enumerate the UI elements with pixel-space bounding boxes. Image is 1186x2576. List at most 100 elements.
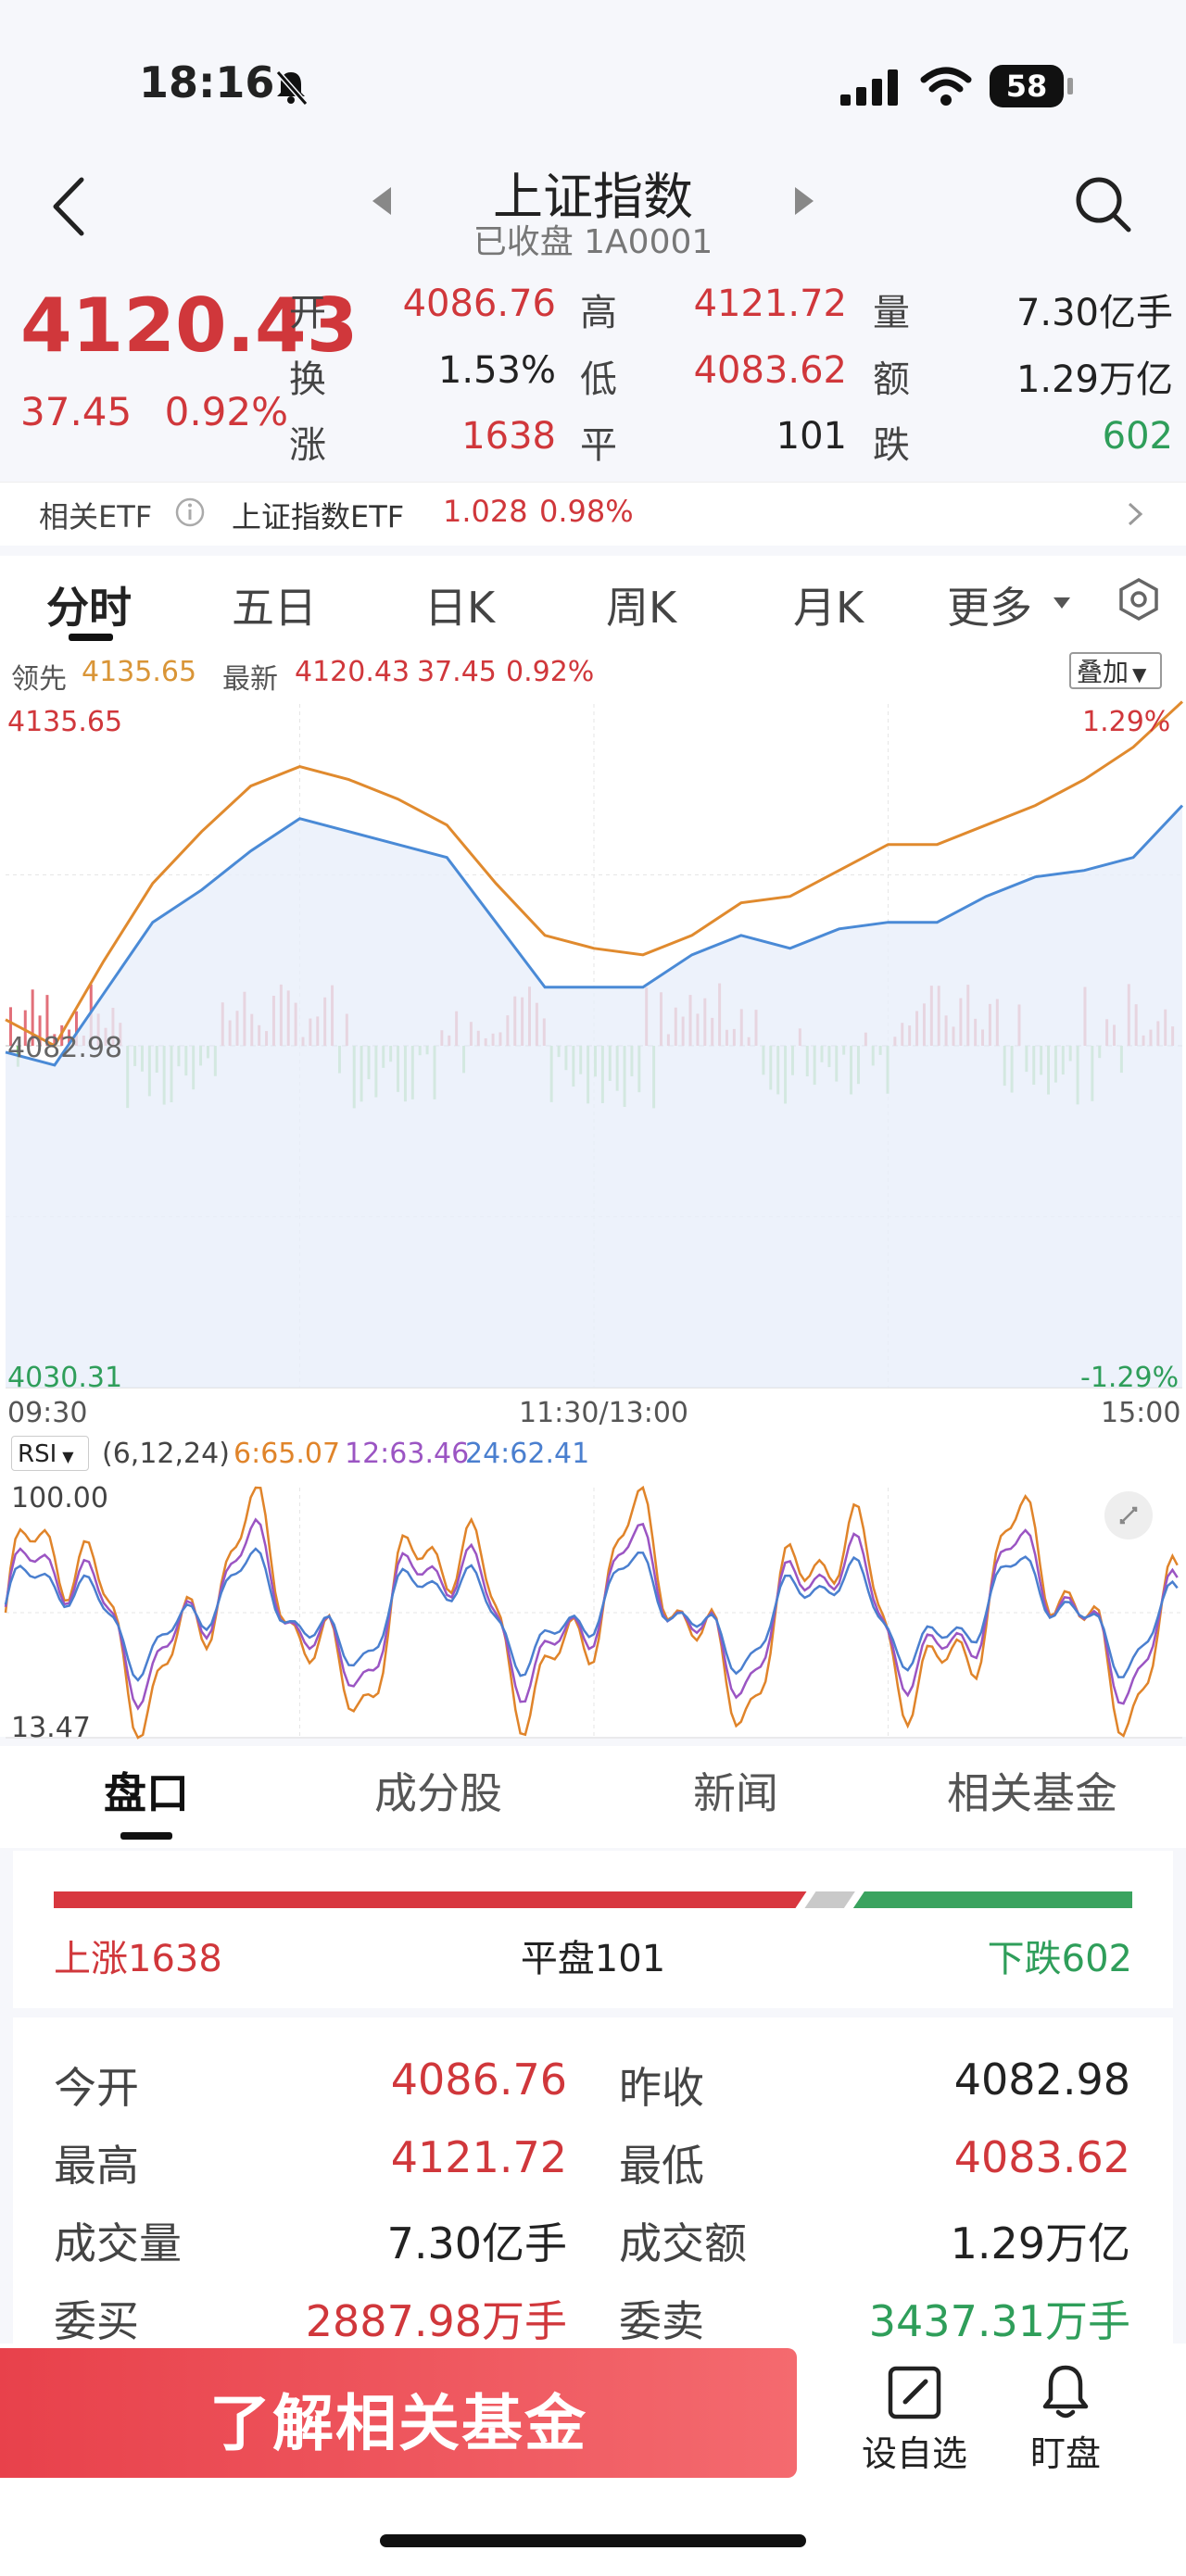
tab-order-book[interactable]: 盘口 [104,1768,189,1818]
quote-value: 7.30亿手 [1016,292,1173,334]
quote-label: 涨 [289,424,326,467]
prev-index-icon[interactable] [371,185,393,217]
legend-latest-label: 最新 [222,663,278,696]
volume-bar-up [38,1015,42,1046]
settings-icon[interactable] [1116,576,1162,622]
change-value: 37.45 [20,389,132,434]
legend-lead-label: 领先 [11,663,67,696]
stat-value: 4121.72 [390,2132,567,2182]
bell-icon[interactable] [1040,2362,1091,2423]
quote-value: 4121.72 [693,283,847,325]
stat-label: 成交额 [619,2218,747,2268]
price-line [5,804,1184,1067]
tab-intraday[interactable]: 分时 [46,583,132,633]
stat-label: 委买 [54,2296,139,2346]
etf-pct: 0.98% [539,494,634,529]
overlay-button[interactable]: 叠加 ▼ [1069,652,1162,689]
chart-tabs [0,556,1186,644]
stat-label: 成交量 [54,2218,182,2268]
stat-value: 3437.31万手 [868,2296,1130,2346]
rsi-6-line [4,1485,1179,1740]
etf-price: 1.028 [443,494,528,529]
learn-funds-button[interactable] [0,2348,797,2478]
change-pct: 0.92% [164,389,289,434]
edit-watchlist-icon[interactable] [887,2365,942,2420]
volume-bar-up [53,1034,57,1046]
expand-icon [1119,1506,1138,1525]
tab-five-day[interactable]: 五日 [232,583,317,633]
lead-index-line [5,700,1184,1048]
back-icon[interactable] [48,176,89,237]
tab-more[interactable]: 更多 [947,583,1032,633]
quote-value: 4086.76 [402,283,556,325]
page-subtitle: 已收盘 1A0001 [473,223,713,261]
legend-latest-pct: 0.92% [506,656,595,688]
stat-label: 最低 [619,2141,704,2191]
breadth-up: 上涨1638 [54,1938,222,1980]
index-change: 37.45 0.92% [20,389,288,434]
rsi-selector[interactable]: RSI ▼ [11,1436,89,1471]
stat-value: 7.30亿手 [386,2218,567,2268]
y-mid-label: 4082.98 [7,1032,123,1064]
rsi-12: 12:63.46 [345,1438,470,1470]
quote-value: 4083.62 [693,349,847,392]
next-index-icon[interactable] [793,185,815,217]
quote-label: 平 [580,424,617,467]
search-icon[interactable] [1073,174,1134,235]
battery-level: 58 [1005,69,1048,104]
rsi-24-line [4,1547,1179,1682]
tab-daily-k[interactable]: 日K [424,583,496,633]
mute-bell-icon [275,70,309,106]
stat-label: 最高 [54,2141,139,2191]
volume-bar-up [31,989,34,1046]
monitor-label[interactable]: 盯盘 [1030,2433,1102,2474]
rsi-params: (6,12,24) [102,1438,230,1470]
stat-label: 今开 [54,2063,139,2113]
tab-related-funds[interactable]: 相关基金 [947,1768,1117,1818]
legend-latest-change: 37.45 [417,656,497,688]
rsi-6: 6:65.07 [233,1438,341,1470]
battery-tip [1067,78,1073,94]
volume-bar-up [9,1007,12,1046]
breadth-down: 下跌602 [987,1938,1132,1980]
quote-label: 跌 [873,424,910,467]
intraday-chart[interactable] [0,695,1186,1417]
stat-value: 4086.76 [390,2055,567,2105]
breadth-card [13,1851,1173,2008]
tab-monthly-k[interactable]: 月K [793,583,864,633]
caret-down-icon [1054,597,1070,609]
quote-value: 1.53% [437,349,556,392]
stats-card [13,2017,1173,2351]
breadth-bar [54,1891,1132,1908]
quote-label: 高 [580,292,617,334]
stat-value: 1.29万亿 [950,2218,1130,2268]
battery-icon: 58 [990,65,1064,107]
quote-label: 量 [873,292,910,334]
add-watchlist-label[interactable]: 设自选 [862,2433,968,2474]
volume-bar-up [68,1029,71,1046]
info-icon[interactable] [174,496,206,528]
breadth-down-segment [852,1891,1132,1908]
related-etf-strip[interactable] [0,482,1186,546]
volume-bar-up [23,1010,27,1046]
volume-bar-up [45,995,49,1046]
lower-tab-indicator [120,1832,172,1840]
quote-label: 开 [289,292,326,334]
quote-value: 602 [1102,415,1173,458]
learn-funds-label: 了解相关基金 [209,2388,587,2459]
breadth-up-segment [54,1891,807,1908]
stat-value: 2887.98万手 [305,2296,567,2346]
chevron-right-icon [1128,502,1143,526]
x-tick-start: 09:30 [7,1397,88,1429]
quote-value: 1638 [461,415,556,458]
expand-button[interactable] [1104,1491,1153,1539]
quote-label: 换 [289,358,326,401]
quote-label: 额 [873,358,910,401]
tab-constituents[interactable]: 成分股 [374,1768,502,1818]
etf-label: 相关ETF [39,499,153,534]
pct-bottom-label: -1.29% [1080,1362,1180,1394]
y-top-label: 4135.65 [7,706,123,738]
volume-bar-up [74,1011,78,1046]
tab-news[interactable]: 新闻 [693,1768,778,1818]
tab-weekly-k[interactable]: 周K [606,583,677,633]
